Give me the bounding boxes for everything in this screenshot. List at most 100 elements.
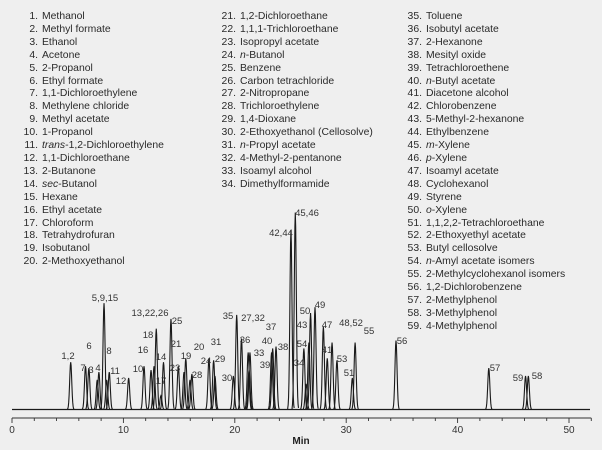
legend-compound-name: Isopropyl acetate xyxy=(240,36,320,48)
legend-item: 15. Hexane xyxy=(0,192,164,205)
peak-28 xyxy=(188,373,196,410)
peak-label: 7 xyxy=(80,363,85,374)
peak-5-9-15 xyxy=(100,303,108,410)
x-tick-label: 20 xyxy=(229,425,241,436)
peak-label: 53 xyxy=(337,354,348,365)
peak-label: 11 xyxy=(110,366,120,377)
legend-number: 22. xyxy=(221,23,236,35)
peak-14 xyxy=(159,362,168,410)
legend-compound-name: Tetrachloroethene xyxy=(426,62,510,74)
legend-compound: Trichloroethylene xyxy=(240,101,319,112)
peak-49 xyxy=(311,307,319,410)
legend-number: 58. xyxy=(407,307,422,319)
peak-label: 42,44 xyxy=(269,228,293,239)
legend-item: 10. 1-Propanol xyxy=(0,127,164,140)
legend-number: 17. xyxy=(23,217,38,229)
peak-label: 54 xyxy=(297,339,308,350)
legend-item: 39. Tetrachloroethene xyxy=(394,63,565,76)
peak-label: 37 xyxy=(266,322,277,333)
peak-57 xyxy=(485,368,493,410)
legend-compound: Carbon tetrachloride xyxy=(240,76,334,87)
peak-6 xyxy=(93,379,101,410)
legend-compound: 1,1-Dichloroethane xyxy=(42,153,130,164)
legend-compound-name: 5-Methyl-2-hexanone xyxy=(426,114,525,126)
legend-number: 6. xyxy=(29,75,38,87)
peak-label: 23 xyxy=(170,363,181,374)
legend-item: 35. Toluene xyxy=(394,11,565,24)
peak-label: 43 xyxy=(297,320,308,331)
legend-number: 55. xyxy=(407,269,422,281)
peak-label: 29 xyxy=(215,354,226,365)
legend-prefix: m xyxy=(426,140,435,152)
legend-number: 27. xyxy=(221,88,236,100)
legend-compound-name: 4-Methylphenol xyxy=(426,320,498,332)
legend-number: 47. xyxy=(407,165,422,177)
legend-compound: Hexane xyxy=(42,192,78,203)
legend-compound-name: 1,2-Dichlorobenzene xyxy=(426,282,522,294)
legend-compound: 1,1,2,2-Tetrachloroethane xyxy=(426,218,544,229)
peak-33 xyxy=(246,352,254,410)
legend-compound: Ethyl formate xyxy=(42,76,103,87)
peak-25 xyxy=(167,318,175,410)
legend-number: 44. xyxy=(407,127,422,139)
legend-item: 55. 2-Methylcyclohexanol isomers xyxy=(394,269,566,282)
legend-item: 20. 2-Methoxyethanol xyxy=(0,256,164,269)
legend-item: 26. Carbon tetrachloride xyxy=(208,76,373,89)
peak-43 xyxy=(305,342,313,410)
peak-59 xyxy=(521,375,530,410)
peak-label: 18 xyxy=(143,330,154,341)
legend-number: 16. xyxy=(23,204,38,216)
legend-compound-name: Mesityl oxide xyxy=(426,49,487,61)
legend-compound: n-Butyl acetate xyxy=(426,76,495,87)
peak-12 xyxy=(124,377,133,410)
legend-compound-name: 2-Ethoxyethyl acetate xyxy=(426,230,526,242)
peak-label: 6 xyxy=(86,341,91,352)
peak-18 xyxy=(150,366,158,410)
peak-labels-layer: 1,27 3645,9,158111210161813,22,2617142523… xyxy=(61,208,542,387)
peak-24 xyxy=(205,358,213,410)
legend-compound: n-Butanol xyxy=(240,50,284,61)
peak-label: 16 xyxy=(138,345,149,356)
legend-number: 59. xyxy=(407,320,422,332)
legend-compound-name: 2-Propanol xyxy=(42,62,93,74)
peak-54 xyxy=(300,348,308,410)
peak-17 xyxy=(157,394,165,410)
legend-compound: Tetrachloroethene xyxy=(426,63,509,74)
legend-prefix: n xyxy=(426,256,432,268)
legend-item: 54. n-Amyl acetate isomers xyxy=(394,256,565,269)
legend-compound: Ethylbenzene xyxy=(426,127,489,138)
peak-31 xyxy=(209,360,218,410)
peak-1-2 xyxy=(66,362,75,410)
peak-label: 10 xyxy=(133,364,144,375)
legend-compound-name: Tetrahydrofuran xyxy=(42,230,115,242)
peak-label: 49 xyxy=(315,300,326,311)
peak-53 xyxy=(333,360,341,410)
peak-label: 51 xyxy=(344,368,355,379)
peak-48-52 xyxy=(328,342,336,410)
legend-number: 36. xyxy=(407,23,422,35)
legend-compound: n-Propyl acetate xyxy=(240,140,316,151)
legend-compound-name: Diacetone alcohol xyxy=(426,88,509,100)
legend-compound-name: Benzene xyxy=(240,62,282,74)
legend-number: 37. xyxy=(407,36,422,48)
legend-prefix: p xyxy=(426,152,432,164)
peak-45-46 xyxy=(291,212,300,410)
peak-label: 27,32 xyxy=(241,313,265,324)
peak-label: 50 xyxy=(300,306,311,317)
peak-label: 4 xyxy=(95,363,100,374)
legend-compound: Chlorobenzene xyxy=(426,101,496,112)
legend-compound: Isobutanol xyxy=(42,243,90,254)
legend-compound: Ethyl acetate xyxy=(42,205,102,216)
legend-number: 48. xyxy=(407,178,422,190)
legend-item: 34. Dimethylformamide xyxy=(208,179,373,192)
peak-label: 59 xyxy=(513,373,524,384)
peak-13-22-26 xyxy=(152,328,160,410)
legend-compound: 1,2-Dichloroethane xyxy=(240,11,328,22)
legend-number: 10. xyxy=(23,127,38,139)
peaks-layer xyxy=(66,212,532,410)
legend-item: 19. Isobutanol xyxy=(0,243,164,256)
peak-label: 17 xyxy=(156,376,167,387)
legend-item: 45. m-Xylene xyxy=(394,140,565,153)
legend-item: 59. 4-Methylphenol xyxy=(394,321,565,334)
legend-item: 18. Tetrahydrofuran xyxy=(0,230,164,243)
